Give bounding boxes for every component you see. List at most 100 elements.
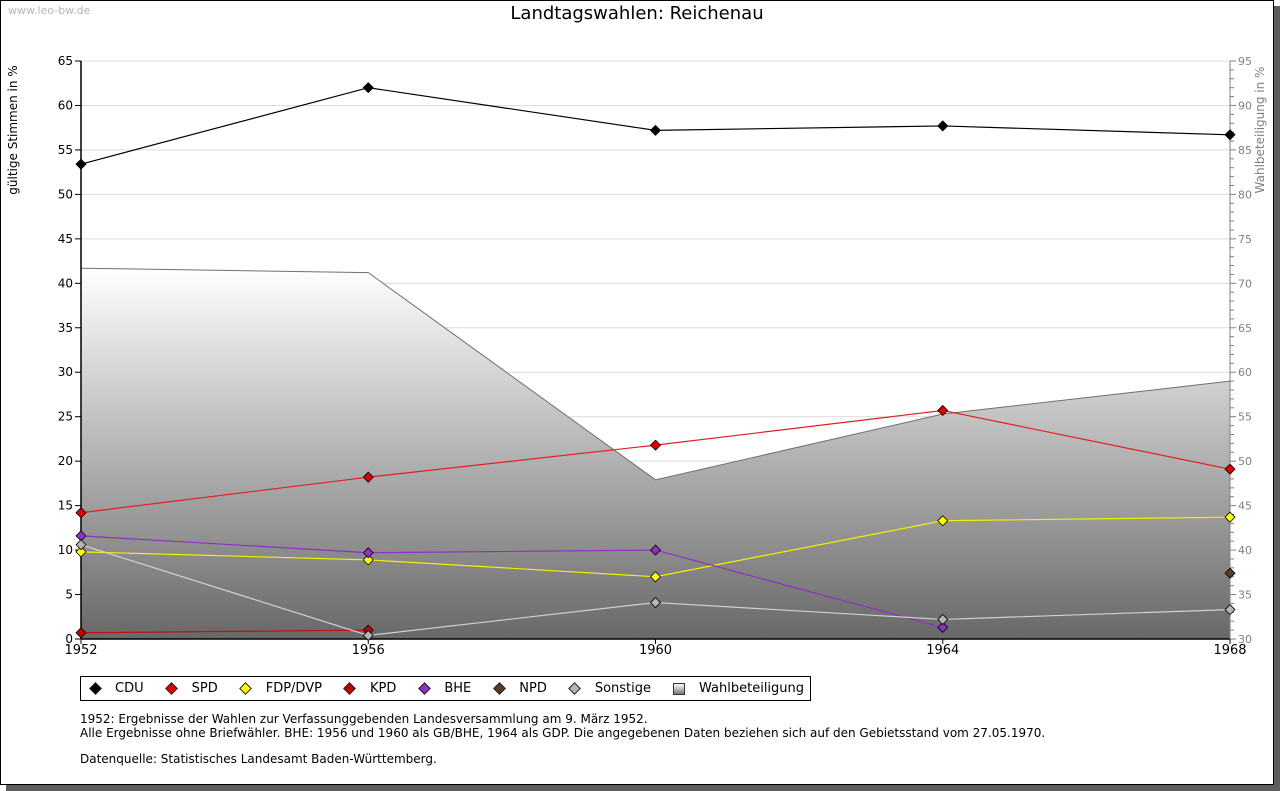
legend-item: KPD bbox=[343, 681, 397, 696]
legend-label: CDU bbox=[115, 681, 144, 696]
legend-square-icon bbox=[673, 682, 686, 695]
legend-label: NPD bbox=[519, 681, 547, 696]
chart-plot: 0 5 10 15 20 25 30 35 40 45 50 55 60 65 30 35 40 45 50 55 60… bbox=[6, 54, 1267, 658]
y-tick-label: 35 bbox=[58, 321, 73, 335]
legend-item: SPD bbox=[165, 681, 218, 696]
marker-spd bbox=[649, 439, 662, 451]
x-tick-label: 1960 bbox=[639, 643, 672, 658]
area-fill bbox=[81, 268, 1230, 639]
marker-kpd bbox=[75, 627, 87, 639]
legend-item: CDU bbox=[88, 681, 144, 696]
y2-axis-label: Wahlbeteiligung in % bbox=[1253, 67, 1267, 194]
legend-diamond-icon bbox=[239, 682, 253, 695]
legend-item: FDP/DVP bbox=[239, 681, 322, 696]
area-outline bbox=[80, 267, 1231, 481]
y-tick-label: 20 bbox=[58, 454, 73, 468]
marker-cdu bbox=[362, 82, 374, 94]
y2-tick-label: 55 bbox=[1238, 411, 1252, 424]
y2-tick-label: 70 bbox=[1238, 277, 1252, 290]
y-tick-label: 60 bbox=[58, 98, 73, 112]
marker-sonstige bbox=[649, 596, 662, 609]
marker-cdu bbox=[75, 158, 87, 170]
marker-spd bbox=[362, 471, 374, 483]
marker-fdpdvp bbox=[75, 546, 87, 558]
x-tick-label: 1964 bbox=[926, 643, 959, 658]
legend-label: Wahlbeteiligung bbox=[699, 681, 805, 696]
note-1952: 1952: Ergebnisse der Wahlen zur Verfassu… bbox=[80, 712, 648, 726]
x-tick-label: 1952 bbox=[64, 643, 97, 658]
note-general: Alle Ergebnisse ohne Briefwähler. BHE: 1… bbox=[80, 726, 1046, 740]
y2-tick-label: 95 bbox=[1238, 55, 1252, 68]
legend-diamond-icon bbox=[88, 682, 102, 695]
marker-cdu bbox=[649, 124, 662, 136]
legend-label: SPD bbox=[191, 681, 218, 696]
y-tick-label: 45 bbox=[58, 232, 73, 246]
y-tick-label: 40 bbox=[58, 276, 73, 290]
legend-diamond-icon bbox=[343, 682, 357, 695]
marker-fdpdvp bbox=[362, 554, 374, 566]
legend-label: BHE bbox=[444, 681, 472, 696]
legend-diamond-icon bbox=[165, 682, 178, 695]
y2-tick-label: 80 bbox=[1238, 188, 1252, 201]
marker-fdpdvp bbox=[937, 515, 949, 527]
y-tick-label: 10 bbox=[58, 543, 73, 557]
watermark: www.leo-bw.de bbox=[8, 4, 91, 17]
legend-item: Wahlbeteiligung bbox=[673, 681, 804, 696]
marker-fdpdvp bbox=[649, 571, 662, 583]
frame-shadow-right bbox=[1274, 6, 1280, 791]
y2-tick-label: 75 bbox=[1238, 233, 1252, 246]
y2-tick-label: 50 bbox=[1238, 455, 1252, 468]
legend: CDU SPD FDP/DVP KPD BHE NPD Sonstige Wahlbeteil… bbox=[80, 676, 812, 701]
marker-bhe bbox=[649, 544, 662, 556]
legend-label: KPD bbox=[369, 681, 397, 696]
legend-label: FDP/DVP bbox=[265, 681, 322, 696]
marker-bhe bbox=[937, 621, 949, 634]
legend-item: Sonstige bbox=[568, 681, 652, 696]
y-tick-label: 15 bbox=[58, 499, 73, 513]
y2-tick-label: 30 bbox=[1238, 633, 1252, 646]
y-tick-label: 65 bbox=[58, 54, 73, 68]
y-tick-label: 5 bbox=[65, 588, 73, 602]
marker-spd bbox=[75, 507, 87, 519]
legend-label: Sonstige bbox=[594, 681, 652, 696]
x-tick-label: 1956 bbox=[352, 643, 385, 658]
series-markers bbox=[75, 82, 1236, 642]
y2-tick-label: 85 bbox=[1238, 144, 1252, 157]
y2-tick-label: 90 bbox=[1238, 99, 1252, 112]
chart-title: Landtagswahlen: Reichenau bbox=[510, 3, 764, 24]
y2-tick-label: 60 bbox=[1238, 366, 1252, 379]
marker-npd bbox=[1224, 567, 1236, 579]
y-tick-label: 25 bbox=[58, 410, 73, 424]
frame-shadow-bottom bbox=[6, 785, 1280, 791]
marker-spd bbox=[1224, 463, 1236, 475]
tick-labels: 0 5 10 15 20 25 30 35 40 45 50 55 60 65 30 35 40 45 50 55 60… bbox=[58, 54, 1252, 658]
y2-tick-label: 65 bbox=[1238, 322, 1252, 335]
y-axis-label: gültige Stimmen in % bbox=[6, 65, 20, 194]
marker-fdpdvp bbox=[1224, 511, 1236, 523]
y2-tick-label: 40 bbox=[1238, 544, 1252, 557]
area-wahlbeteiligung bbox=[80, 267, 1231, 639]
legend-diamond-icon bbox=[417, 682, 431, 695]
legend-diamond-icon bbox=[492, 682, 506, 695]
x-tick-label: 1968 bbox=[1213, 643, 1246, 658]
marker-sonstige bbox=[362, 629, 374, 642]
y-tick-label: 55 bbox=[58, 143, 73, 157]
marker-cdu bbox=[1224, 129, 1236, 141]
legend-diamond-icon bbox=[568, 682, 582, 695]
marker-spd bbox=[937, 404, 949, 417]
marker-sonstige bbox=[1224, 604, 1236, 616]
series-line-bhe bbox=[80, 535, 943, 629]
data-source: Datenquelle: Statistisches Landesamt Bad… bbox=[80, 752, 437, 766]
marker-cdu bbox=[937, 120, 949, 132]
marker-sonstige bbox=[75, 539, 87, 551]
series-line-kpd bbox=[80, 629, 369, 634]
y-tick-label: 30 bbox=[58, 365, 73, 379]
y2-tick-label: 45 bbox=[1238, 500, 1252, 513]
y-tick-label: 50 bbox=[58, 187, 73, 201]
y-tick-label: 0 bbox=[65, 632, 73, 646]
marker-bhe bbox=[362, 547, 374, 559]
legend-item: BHE bbox=[417, 681, 472, 696]
marker-sonstige bbox=[937, 613, 949, 626]
legend-item: NPD bbox=[492, 681, 547, 696]
y2-tick-label: 35 bbox=[1238, 589, 1252, 602]
